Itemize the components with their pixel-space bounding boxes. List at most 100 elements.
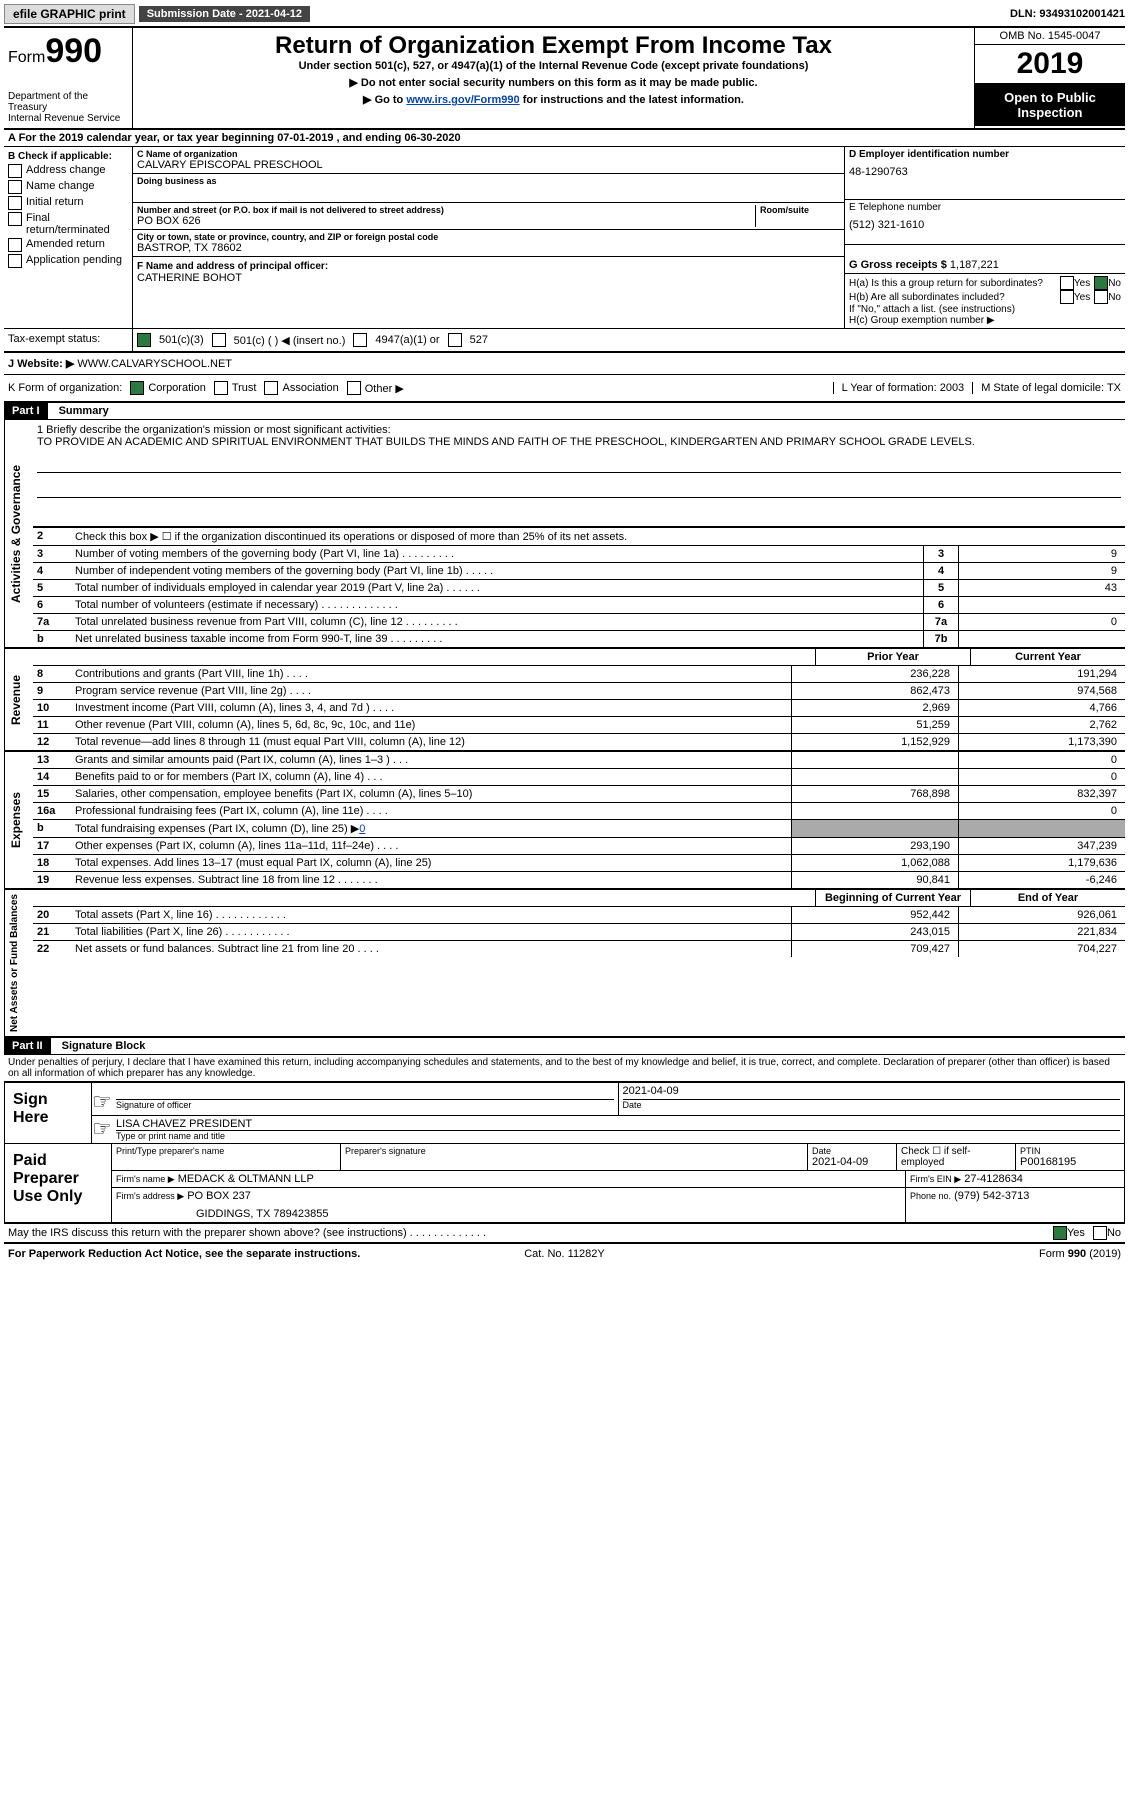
efile-btn[interactable]: efile GRAPHIC print	[4, 4, 135, 24]
cb-initial-return[interactable]	[8, 196, 22, 210]
cb-amended[interactable]	[8, 238, 22, 252]
firm-ein: 27-4128634	[964, 1173, 1023, 1185]
cb-501c[interactable]	[212, 333, 226, 347]
l12-prior: 1,152,929	[791, 734, 958, 750]
firm-addr1: PO BOX 237	[187, 1190, 251, 1202]
prior-year-header: Prior Year	[815, 649, 970, 665]
goto-line: ▶ Go to www.irs.gov/Form990 for instruct…	[137, 93, 970, 106]
paid-preparer-block: Paid Preparer Use Only Print/Type prepar…	[4, 1144, 1125, 1223]
line3-val: 9	[959, 546, 1125, 562]
l9-current: 974,568	[958, 683, 1125, 699]
kform-row: K Form of organization: Corporation Trus…	[4, 375, 1125, 403]
l19-prior: 90,841	[791, 872, 958, 888]
tax-exempt-row: Tax-exempt status: 501(c)(3) 501(c) ( ) …	[4, 329, 1125, 352]
ein-value: 48-1290763	[849, 166, 1121, 178]
addr-label: Number and street (or P.O. box if mail i…	[137, 205, 755, 215]
line7b-val	[959, 631, 1125, 647]
cb-discuss-yes[interactable]	[1053, 1226, 1067, 1240]
website-row: J Website: ▶ WWW.CALVARYSCHOOL.NET	[4, 352, 1125, 375]
cb-527[interactable]	[448, 333, 462, 347]
officer-name: CATHERINE BOHOT	[137, 272, 840, 284]
line6-val	[959, 597, 1125, 613]
ptin-value: P00168195	[1020, 1156, 1120, 1168]
cb-hb-no[interactable]	[1094, 290, 1108, 304]
header: Form990 Department of the Treasury Inter…	[4, 28, 1125, 130]
section-a: A For the 2019 calendar year, or tax yea…	[4, 130, 1125, 147]
expenses-label: Expenses	[4, 752, 33, 888]
tax-exempt-label: Tax-exempt status:	[4, 329, 133, 351]
paperwork-notice: For Paperwork Reduction Act Notice, see …	[8, 1248, 379, 1260]
l20-current: 926,061	[958, 907, 1125, 923]
irs-link[interactable]: www.irs.gov/Form990	[406, 94, 519, 106]
form-title: Return of Organization Exempt From Incom…	[137, 32, 970, 60]
omb-number: OMB No. 1545-0047	[975, 28, 1125, 45]
l11-prior: 51,259	[791, 717, 958, 733]
footer: For Paperwork Reduction Act Notice, see …	[4, 1243, 1125, 1264]
date-label: Date	[623, 1100, 1121, 1110]
l17-prior: 293,190	[791, 838, 958, 854]
ein-label: D Employer identification number	[849, 149, 1121, 160]
l20-prior: 952,442	[791, 907, 958, 923]
cb-corp[interactable]	[130, 381, 144, 395]
paid-preparer-label: Paid Preparer Use Only	[5, 1144, 112, 1222]
cb-ha-yes[interactable]	[1060, 276, 1074, 290]
activities-label: Activities & Governance	[4, 420, 33, 647]
under-section: Under section 501(c), 527, or 4947(a)(1)…	[137, 60, 970, 72]
topbar: efile GRAPHIC print Submission Date - 20…	[4, 4, 1125, 28]
l12-current: 1,173,390	[958, 734, 1125, 750]
cb-4947[interactable]	[353, 333, 367, 347]
sig-officer-label: Signature of officer	[116, 1100, 614, 1110]
line5-val: 43	[959, 580, 1125, 596]
ha-label: H(a) Is this a group return for subordin…	[849, 278, 1060, 289]
mission-label: 1 Briefly describe the organization's mi…	[37, 424, 1121, 436]
l17-current: 347,239	[958, 838, 1125, 854]
l22-prior: 709,427	[791, 941, 958, 957]
cb-address-change[interactable]	[8, 164, 22, 178]
end-year-header: End of Year	[970, 890, 1125, 906]
tax-year: 2019	[975, 45, 1125, 84]
cb-discuss-no[interactable]	[1093, 1226, 1107, 1240]
l10-current: 4,766	[958, 700, 1125, 716]
cat-no: Cat. No. 11282Y	[379, 1248, 750, 1260]
org-address: PO BOX 626	[137, 215, 755, 227]
cb-final-return[interactable]	[8, 212, 22, 226]
l16a-prior	[791, 803, 958, 819]
officer-label: F Name and address of principal officer:	[137, 261, 840, 272]
revenue-label: Revenue	[4, 649, 33, 750]
dln: DLN: 93493102001421	[1010, 8, 1125, 20]
line7a-val: 0	[959, 614, 1125, 630]
form-number: Form990	[8, 32, 128, 71]
cb-ha-no[interactable]	[1094, 276, 1108, 290]
part2-header: Part II Signature Block	[4, 1038, 1125, 1055]
hc-label: H(c) Group exemption number ▶	[849, 315, 1121, 326]
l15-current: 832,397	[958, 786, 1125, 802]
cb-other[interactable]	[347, 381, 361, 395]
cb-501c3[interactable]	[137, 333, 151, 347]
mission-text: TO PROVIDE AN ACADEMIC AND SPIRITUAL ENV…	[37, 436, 1121, 448]
l14-current: 0	[958, 769, 1125, 785]
open-public: Open to Public Inspection	[975, 84, 1125, 126]
tel-label: E Telephone number	[849, 202, 1121, 213]
l10-prior: 2,969	[791, 700, 958, 716]
hb-label: H(b) Are all subordinates included?	[849, 292, 1060, 303]
l14-prior	[791, 769, 958, 785]
name-label: C Name of organization	[137, 149, 840, 159]
cb-trust[interactable]	[214, 381, 228, 395]
penalties-text: Under penalties of perjury, I declare th…	[4, 1055, 1125, 1081]
cb-name-change[interactable]	[8, 180, 22, 194]
city-label: City or town, state or province, country…	[137, 232, 840, 242]
dept-treasury: Department of the Treasury	[8, 91, 128, 113]
cb-hb-yes[interactable]	[1060, 290, 1074, 304]
part1-header: Part I Summary	[4, 403, 1125, 420]
l18-prior: 1,062,088	[791, 855, 958, 871]
l13-prior	[791, 752, 958, 768]
sign-date: 2021-04-09	[623, 1085, 1121, 1100]
l15-prior: 768,898	[791, 786, 958, 802]
cb-application-pending[interactable]	[8, 254, 22, 268]
main-info-block: B Check if applicable: Address change Na…	[4, 147, 1125, 329]
l11-current: 2,762	[958, 717, 1125, 733]
cb-assoc[interactable]	[264, 381, 278, 395]
l21-prior: 243,015	[791, 924, 958, 940]
org-name: CALVARY EPISCOPAL PRESCHOOL	[137, 159, 840, 171]
l9-prior: 862,473	[791, 683, 958, 699]
